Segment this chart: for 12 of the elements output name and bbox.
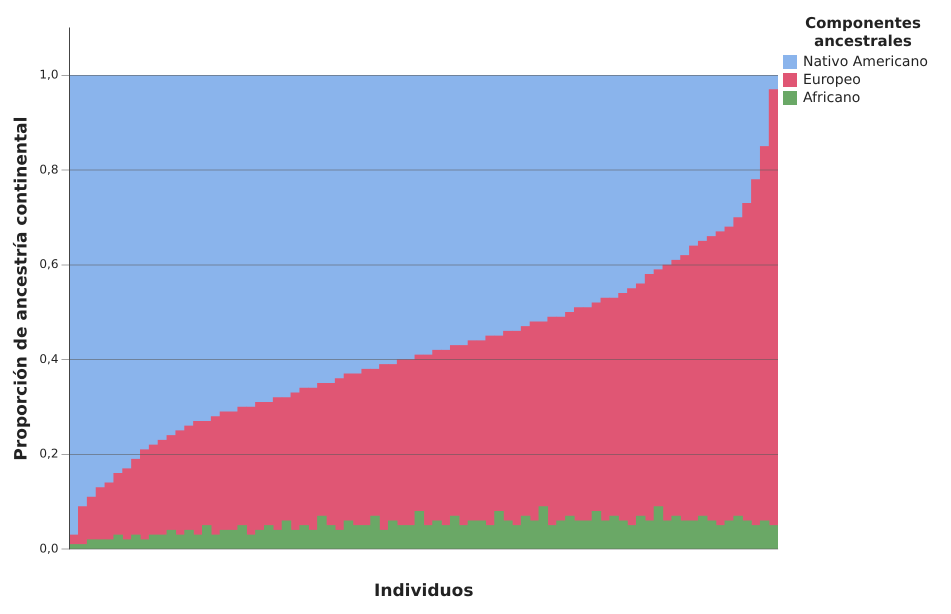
y-axis-title: Proporción de ancestría continental	[12, 116, 32, 461]
legend-title: Componentes ancestrales	[804, 14, 922, 50]
legend-label: Africano	[803, 90, 860, 106]
y-tick-label: 0,4	[39, 352, 58, 366]
y-tick-label: 0,6	[39, 257, 58, 272]
y-tick-label: 0,8	[39, 162, 58, 176]
legend-label: Nativo Americano	[803, 54, 928, 70]
y-tick-label: 0,2	[39, 446, 58, 461]
y-tick-label: 1,0	[39, 68, 58, 82]
x-axis-title: Individuos	[374, 581, 474, 602]
y-tick-label: 0,0	[39, 541, 58, 556]
legend-label: Europeo	[803, 72, 861, 88]
